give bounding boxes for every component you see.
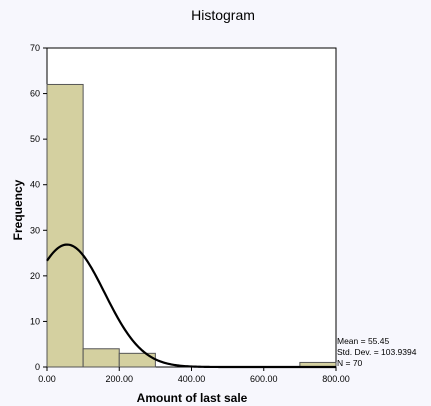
bars-group [46, 83, 337, 368]
y-tick-label: 60 [30, 89, 40, 99]
y-axis-label: Frequency [11, 179, 25, 240]
x-tick-label: 400.00 [178, 374, 206, 384]
plot-area [46, 47, 337, 368]
stats-line: N = 70 [337, 358, 363, 368]
y-tick-label: 0 [35, 362, 40, 372]
y-tick-label: 30 [30, 225, 40, 235]
y-tick-label: 10 [30, 316, 40, 326]
x-tick-label: 800.00 [322, 374, 350, 384]
stats-line: Mean = 55.45 [337, 336, 389, 346]
x-axis-label: Amount of last sale [137, 391, 248, 405]
y-tick-label: 20 [30, 271, 40, 281]
normal-curve [46, 243, 336, 369]
x-tick-label: 0.00 [38, 374, 56, 384]
chart-title: Histogram [191, 7, 255, 23]
x-tick-label: 200.00 [105, 374, 133, 384]
histogram-bar-0 [46, 83, 84, 368]
normal-curve-group [46, 243, 336, 369]
axes-group: 0 10 20 30 40 50 60 70 0.00 200.00 400.00 600.00 800… [30, 43, 350, 384]
y-tick-label: 50 [30, 134, 40, 144]
stats-line: Std. Dev. = 103.9394 [337, 347, 417, 357]
x-tick-label: 600.00 [250, 374, 278, 384]
y-tick-label: 70 [30, 43, 40, 53]
histogram-bar-1 [82, 348, 120, 368]
y-tick-label: 40 [30, 180, 40, 190]
